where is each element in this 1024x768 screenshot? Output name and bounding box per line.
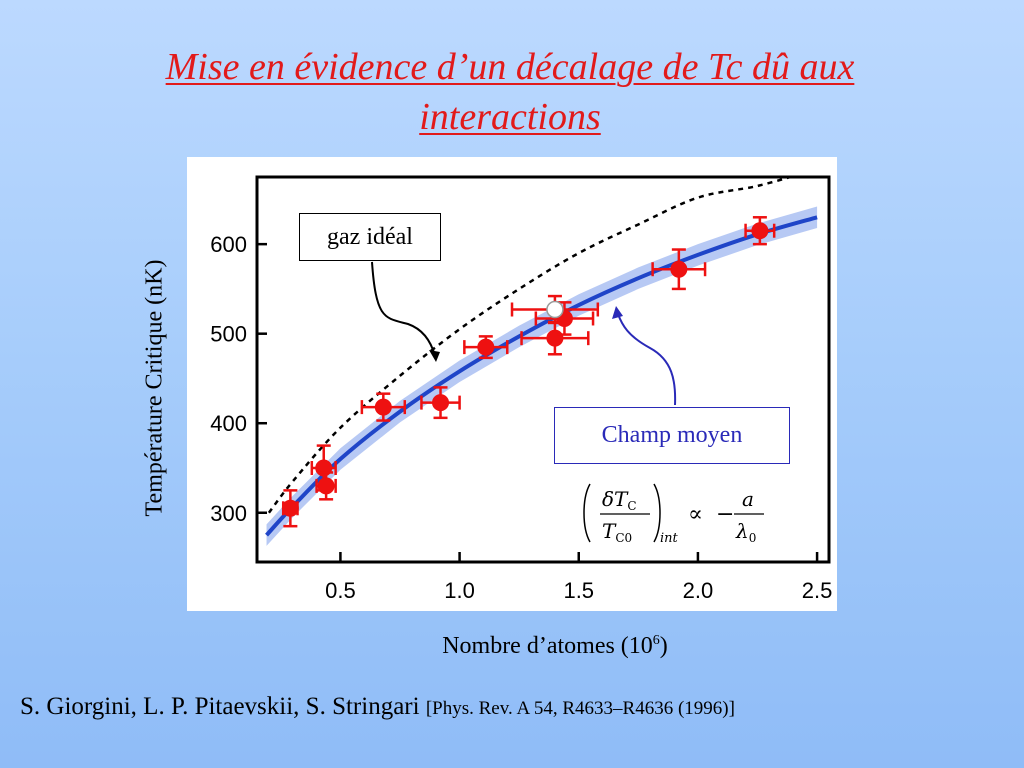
data-point-3 — [360, 392, 407, 422]
x-tick-label-0: 0.5 — [325, 578, 356, 603]
formula-minus: − — [716, 502, 734, 527]
citation-ref: [Phys. Rev. A 54, R4633–R4636 (1996)] — [425, 698, 735, 719]
data-point-6-marker — [546, 329, 564, 347]
data-point-4 — [420, 386, 461, 420]
data-point-2-marker — [317, 477, 335, 495]
slide-title: Mise en évidence d’un décalage de Tc dû … — [60, 42, 960, 142]
formula-lambda: λ0 — [735, 519, 756, 545]
x-axis-label: Nombre d’atomes (106) — [370, 633, 740, 660]
y-tick-label-0: 300 — [210, 501, 247, 526]
data-point-2 — [315, 471, 337, 501]
y-tick-label-2: 500 — [210, 322, 247, 347]
data-point-open — [510, 294, 600, 325]
chart-panel: 0.5 1.0 1.5 2.0 2.5 300 400 500 600 — [187, 157, 837, 611]
x-tick-label-4: 2.5 — [802, 578, 833, 603]
formula-svg: δTC TC0 int ∝ − a λ0 — [583, 483, 764, 546]
title-line-1: Mise en évidence d’un décalage de Tc dû … — [165, 46, 855, 88]
data-point-0 — [281, 489, 299, 528]
ideal-gas-annotation: gaz idéal — [299, 213, 441, 261]
data-point-5-marker — [477, 338, 495, 356]
mean-field-band — [266, 206, 818, 546]
formula-num: δTC — [602, 487, 637, 513]
x-axis-label-text: Nombre d’atomes (10 — [442, 633, 653, 659]
y-axis-label: Température Critique (nK) — [141, 259, 168, 517]
y-tick-label-1: 400 — [210, 411, 247, 436]
data-point-8 — [651, 248, 707, 291]
data-point-0-marker — [281, 499, 299, 517]
mean-field-annotation: Champ moyen — [554, 407, 790, 464]
x-tick-label-2: 1.5 — [563, 578, 594, 603]
plot-frame — [255, 175, 831, 564]
data-point-open-marker — [546, 300, 564, 319]
x-tick-label-1: 1.0 — [444, 578, 475, 603]
x-axis-label-exp: 6 — [652, 633, 660, 648]
data-point-5 — [463, 335, 509, 360]
ideal-gas-curve — [267, 177, 795, 514]
chart-svg: 0.5 1.0 1.5 2.0 2.5 300 400 500 600 — [210, 175, 833, 603]
formula-den: TC0 — [602, 519, 632, 545]
x-tick-label-3: 2.0 — [683, 578, 714, 603]
title-line-2: interactions — [419, 96, 601, 138]
x-axis-label-close: ) — [659, 633, 668, 659]
citation-authors: S. Giorgini, L. P. Pitaevskii, S. String… — [20, 693, 420, 720]
y-tick-label-3: 600 — [210, 232, 247, 257]
data-point-9 — [744, 216, 776, 246]
formula-int: int — [660, 531, 679, 546]
data-point-4-marker — [432, 394, 450, 412]
citation: S. Giorgini, L. P. Pitaevskii, S. String… — [20, 693, 1020, 721]
formula-a: a — [742, 487, 754, 511]
data-point-3-marker — [374, 398, 392, 416]
data-point-9-marker — [751, 222, 769, 240]
formula-prop: ∝ — [688, 502, 703, 527]
scaling-formula: δTC TC0 int ∝ − a λ0 — [580, 478, 780, 548]
data-point-8-marker — [670, 260, 688, 278]
